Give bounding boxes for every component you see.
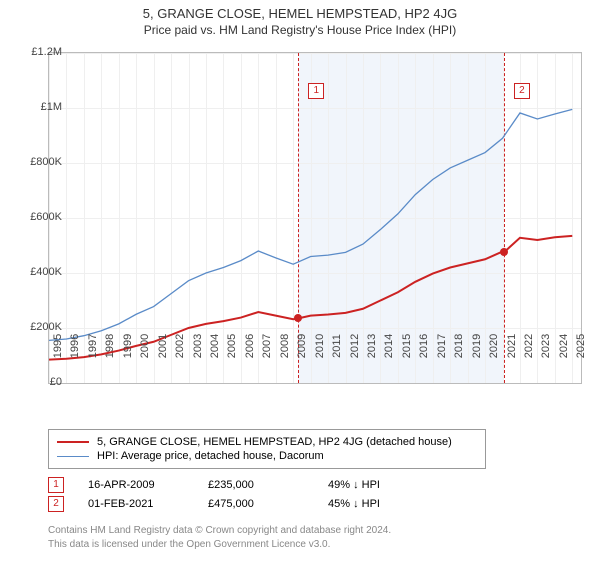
x-axis-label: 2019 [471,334,483,358]
transaction-price: £235,000 [208,479,328,491]
y-axis-label: £0 [14,376,62,388]
y-axis-label: £200K [14,321,62,333]
legend-swatch [57,456,89,457]
transaction-date: 01-FEB-2021 [88,498,208,510]
y-axis-label: £400K [14,266,62,278]
marker-badge: 1 [48,477,64,493]
sale-point-marker [500,248,508,256]
x-axis-label: 2000 [139,334,151,358]
x-axis-label: 2024 [558,334,570,358]
x-axis-label: 2003 [192,334,204,358]
y-axis-label: £600K [14,211,62,223]
x-axis-label: 2016 [418,334,430,358]
sale-point-marker [294,314,302,322]
x-axis-label: 2007 [261,334,273,358]
x-axis-label: 2021 [506,334,518,358]
legend-label: 5, GRANGE CLOSE, HEMEL HEMPSTEAD, HP2 4J… [97,436,452,448]
x-axis-label: 2013 [366,334,378,358]
x-axis-label: 2014 [383,334,395,358]
attribution-footer: Contains HM Land Registry data © Crown c… [48,524,391,551]
transaction-table: 1 16-APR-2009 £235,000 49% ↓ HPI 2 01-FE… [48,474,448,515]
x-axis-label: 2017 [436,334,448,358]
legend-label: HPI: Average price, detached house, Daco… [97,450,324,462]
transaction-delta: 45% ↓ HPI [328,498,448,510]
x-axis-label: 2015 [401,334,413,358]
transaction-date: 16-APR-2009 [88,479,208,491]
x-axis-label: 1996 [69,334,81,358]
y-axis-label: £1M [14,101,62,113]
x-axis-label: 2022 [523,334,535,358]
transaction-price: £475,000 [208,498,328,510]
x-axis-label: 2009 [296,334,308,358]
marker-badge: 2 [48,496,64,512]
chart-area: 12 [48,52,580,382]
chart-title: 5, GRANGE CLOSE, HEMEL HEMPSTEAD, HP2 4J… [0,6,600,21]
legend-row: 5, GRANGE CLOSE, HEMEL HEMPSTEAD, HP2 4J… [57,436,477,448]
transaction-row: 2 01-FEB-2021 £475,000 45% ↓ HPI [48,496,448,512]
legend-swatch [57,441,89,443]
footer-line: Contains HM Land Registry data © Crown c… [48,524,391,538]
legend-row: HPI: Average price, detached house, Daco… [57,450,477,462]
x-axis-label: 2001 [157,334,169,358]
x-axis-label: 2025 [575,334,587,358]
x-axis-label: 2004 [209,334,221,358]
x-axis-label: 2023 [540,334,552,358]
y-axis-label: £1.2M [14,46,62,58]
x-axis-label: 2002 [174,334,186,358]
x-axis-label: 2012 [349,334,361,358]
figure-container: 5, GRANGE CLOSE, HEMEL HEMPSTEAD, HP2 4J… [0,6,600,566]
x-axis-label: 2010 [314,334,326,358]
x-axis-label: 1998 [104,334,116,358]
transaction-delta: 49% ↓ HPI [328,479,448,491]
x-axis-label: 2018 [453,334,465,358]
x-axis-label: 1999 [122,334,134,358]
legend-box: 5, GRANGE CLOSE, HEMEL HEMPSTEAD, HP2 4J… [48,429,486,469]
x-axis-label: 1997 [87,334,99,358]
x-axis-label: 2020 [488,334,500,358]
chart-subtitle: Price paid vs. HM Land Registry's House … [0,23,600,37]
x-axis-label: 2005 [226,334,238,358]
transaction-row: 1 16-APR-2009 £235,000 49% ↓ HPI [48,477,448,493]
footer-line: This data is licensed under the Open Gov… [48,538,391,552]
x-axis-label: 2011 [331,334,343,358]
x-axis-label: 1995 [52,334,64,358]
y-axis-label: £800K [14,156,62,168]
x-axis-label: 2006 [244,334,256,358]
x-axis-label: 2008 [279,334,291,358]
